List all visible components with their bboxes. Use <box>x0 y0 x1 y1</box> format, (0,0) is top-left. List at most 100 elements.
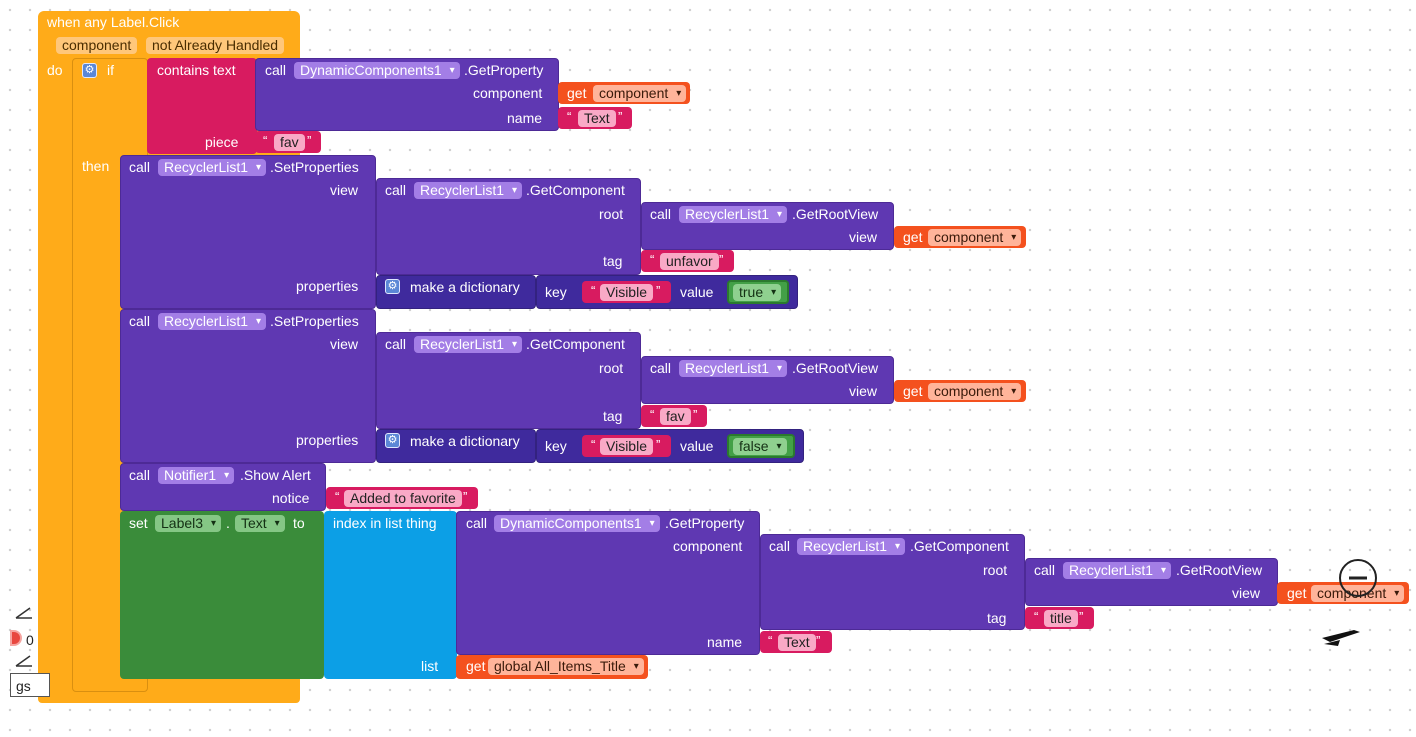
method-label: .GetProperty <box>665 515 745 531</box>
variable-dropdown-component[interactable]: component <box>928 229 1022 246</box>
gear-icon[interactable]: ⚙ <box>385 279 400 294</box>
event-param-component[interactable]: component <box>56 37 138 54</box>
call-label: call <box>129 313 151 329</box>
workspace-tab[interactable] <box>10 673 50 697</box>
component-dropdown-notifier[interactable]: Notifier1 <box>158 467 235 484</box>
notice-label: notice <box>272 490 310 506</box>
expand-arrow-icon[interactable] <box>14 654 34 668</box>
setproperties-block-1[interactable] <box>120 155 376 309</box>
method-label: .GetProperty <box>464 62 544 78</box>
method-label: .GetComponent <box>910 538 1009 554</box>
gear-icon[interactable]: ⚙ <box>385 433 400 448</box>
close-quote: ” <box>816 633 821 648</box>
method-label: .SetProperties <box>270 159 359 175</box>
component-dropdown-recyclerlist[interactable]: RecyclerList1 <box>414 182 523 199</box>
variable-dropdown-global-list[interactable]: global All_Items_Title <box>488 658 644 675</box>
call-label: call <box>385 182 407 198</box>
string-notice-value[interactable]: Added to favorite <box>344 490 462 507</box>
component-dropdown-recyclerlist[interactable]: RecyclerList1 <box>679 360 788 377</box>
make-dictionary-block-1[interactable] <box>376 275 536 309</box>
warning-indicator-icon[interactable] <box>10 630 22 646</box>
method-label: .SetProperties <box>270 313 359 329</box>
arg-name-label: name <box>507 110 543 126</box>
close-quote: ” <box>656 437 661 452</box>
event-title: when any Label.Click <box>47 14 180 30</box>
to-label: to <box>293 515 305 531</box>
string-key-value[interactable]: Visible <box>600 284 653 301</box>
index-in-list-block[interactable] <box>324 511 457 679</box>
string-tag-value[interactable]: unfavor <box>660 253 719 270</box>
call-label: call <box>385 336 407 352</box>
call-label: call <box>129 159 151 175</box>
boolean-dropdown-true[interactable]: true <box>733 284 782 301</box>
key-label: key <box>545 284 567 300</box>
component-dropdown-recyclerlist[interactable]: RecyclerList1 <box>158 159 267 176</box>
tag-label: tag <box>603 253 623 269</box>
close-quote: ” <box>463 489 468 504</box>
string-tag-value[interactable]: fav <box>660 408 691 425</box>
call-label: call <box>129 467 151 483</box>
component-dropdown-recyclerlist[interactable]: RecyclerList1 <box>158 313 267 330</box>
view-label: view <box>1232 585 1261 601</box>
view-label: view <box>330 336 359 352</box>
string-name-value[interactable]: Text <box>778 634 816 651</box>
then-label: then <box>82 158 110 174</box>
close-quote: ” <box>1079 609 1084 624</box>
component-dropdown-dynamiccomponents[interactable]: DynamicComponents1 <box>494 515 660 532</box>
component-dropdown-dynamiccomponents[interactable]: DynamicComponents1 <box>294 62 460 79</box>
get-label: get <box>1287 585 1307 601</box>
gear-icon[interactable]: ⚙ <box>82 63 97 78</box>
close-quote: ” <box>719 252 724 267</box>
variable-dropdown-component[interactable]: component <box>593 85 687 102</box>
method-label: .GetRootView <box>792 360 879 376</box>
open-quote: “ <box>650 407 655 422</box>
property-dropdown-text[interactable]: Text <box>235 515 285 532</box>
component-dropdown-recyclerlist[interactable]: RecyclerList1 <box>797 538 906 555</box>
view-label: view <box>330 182 359 198</box>
trash-can-icon[interactable] <box>1318 624 1364 648</box>
get-label: get <box>903 229 923 245</box>
call-label: call <box>1034 562 1056 578</box>
contains-text-block[interactable] <box>147 58 257 154</box>
method-label: .GetComponent <box>526 336 625 352</box>
getproperty-block-set[interactable] <box>456 511 760 655</box>
properties-label: properties <box>296 432 359 448</box>
close-quote: ” <box>618 109 623 124</box>
make-dictionary-label: make a dictionary <box>410 433 520 449</box>
root-label: root <box>983 562 1008 578</box>
call-label: call <box>265 62 287 78</box>
root-label: root <box>599 360 624 376</box>
tag-label: tag <box>987 610 1007 626</box>
collapse-arrow-icon[interactable] <box>14 606 34 620</box>
component-dropdown-recyclerlist[interactable]: RecyclerList1 <box>414 336 523 353</box>
string-tag-value[interactable]: title <box>1044 610 1078 627</box>
dot-label: . <box>226 515 230 531</box>
make-dictionary-label: make a dictionary <box>410 279 520 295</box>
event-param-not-handled[interactable]: not Already Handled <box>146 37 285 54</box>
string-text-value[interactable]: Text <box>578 110 616 127</box>
boolean-dropdown-false[interactable]: false <box>733 438 787 455</box>
component-dropdown-label3[interactable]: Label3 <box>155 515 222 532</box>
string-piece-value[interactable]: fav <box>274 134 305 151</box>
set-label-text-block[interactable] <box>120 511 324 679</box>
make-dictionary-block-2[interactable] <box>376 429 536 463</box>
method-label: .GetRootView <box>1176 562 1263 578</box>
name-arg-label: name <box>707 634 743 650</box>
variable-dropdown-component[interactable]: component <box>1311 585 1405 602</box>
string-key-value[interactable]: Visible <box>600 438 653 455</box>
open-quote: “ <box>768 633 773 648</box>
setproperties-block-2[interactable] <box>120 309 376 463</box>
warning-count: 0 <box>26 632 34 648</box>
root-label: root <box>599 206 624 222</box>
variable-dropdown-component[interactable]: component <box>928 383 1022 400</box>
contains-text-label: contains text <box>157 62 236 78</box>
component-dropdown-recyclerlist[interactable]: RecyclerList1 <box>1063 562 1172 579</box>
arg-component-label: component <box>473 85 543 101</box>
open-quote: “ <box>1034 609 1039 624</box>
zoom-out-icon[interactable] <box>1336 556 1380 600</box>
piece-label: piece <box>205 134 239 150</box>
method-label: .GetRootView <box>792 206 879 222</box>
view-label: view <box>849 383 878 399</box>
component-dropdown-recyclerlist[interactable]: RecyclerList1 <box>679 206 788 223</box>
tag-label: tag <box>603 408 623 424</box>
